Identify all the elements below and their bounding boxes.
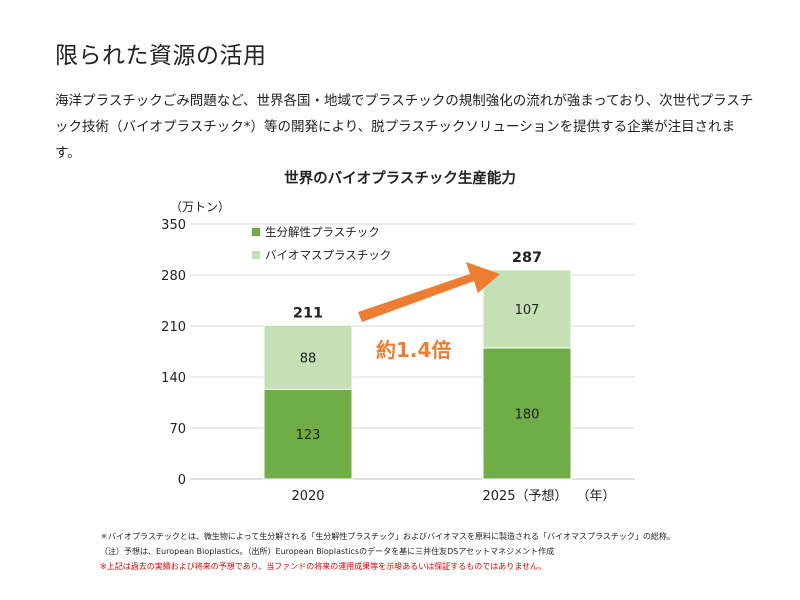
data-label: 123 xyxy=(296,428,321,443)
legend-swatch xyxy=(252,251,260,259)
bar-biomass xyxy=(263,324,353,390)
data-label: 107 xyxy=(515,303,540,318)
footnotes: ＊バイオプラスチックとは、微生物によって生分解される「生分解性プラスチック」およ… xyxy=(100,529,675,574)
y-tick-label: 0 xyxy=(178,473,186,488)
footnote-source: （注）予想は、European Bioplastics。（出所）European… xyxy=(100,547,555,556)
y-tick-label: 350 xyxy=(161,218,186,233)
y-axis-unit-label: （万トン） xyxy=(170,200,230,214)
y-tick-label: 70 xyxy=(169,422,186,437)
y-tick-label: 280 xyxy=(161,269,186,284)
y-tick-label: 140 xyxy=(161,371,186,386)
legend-label: 生分解性プラスチック xyxy=(265,225,380,239)
x-tick-label: 2020 xyxy=(291,489,324,504)
total-label: 211 xyxy=(293,305,323,321)
bar-biomass xyxy=(482,269,572,349)
bioplastic-capacity-chart: 0 70 140 210 280 350 （万トン） 123 88 211 2020 180 107 28… xyxy=(161,200,635,504)
x-axis-unit-label: （年） xyxy=(576,489,615,504)
page-title: 限られた資源の活用 xyxy=(55,43,267,69)
intro-text: 海洋プラスチックごみ問題など、世界各国・地域でプラスチックの規制強化の流れが強ま… xyxy=(55,93,754,161)
bar-biodegradable xyxy=(482,347,572,480)
legend-swatch xyxy=(252,228,260,236)
legend-label: バイオマスプラスチック xyxy=(265,248,391,262)
data-label: 88 xyxy=(300,351,317,366)
footnote-definition: ＊バイオプラスチックとは、微生物によって生分解される「生分解性プラスチック」およ… xyxy=(100,532,675,541)
total-label: 287 xyxy=(512,250,542,266)
footnote-disclaimer: ※上記は過去の実績および将来の予想であり、当ファンドの将来の運用成果等を示唆ある… xyxy=(100,562,547,571)
x-tick-label: 2025（予想） xyxy=(482,488,567,504)
y-tick-label: 210 xyxy=(161,320,186,335)
data-label: 180 xyxy=(515,407,540,422)
chart-title: 世界のバイオプラスチック生産能力 xyxy=(284,171,516,187)
growth-arrow xyxy=(358,262,500,322)
bar-biodegradable xyxy=(263,388,353,480)
growth-annotation: 約1.4倍 xyxy=(376,338,451,362)
